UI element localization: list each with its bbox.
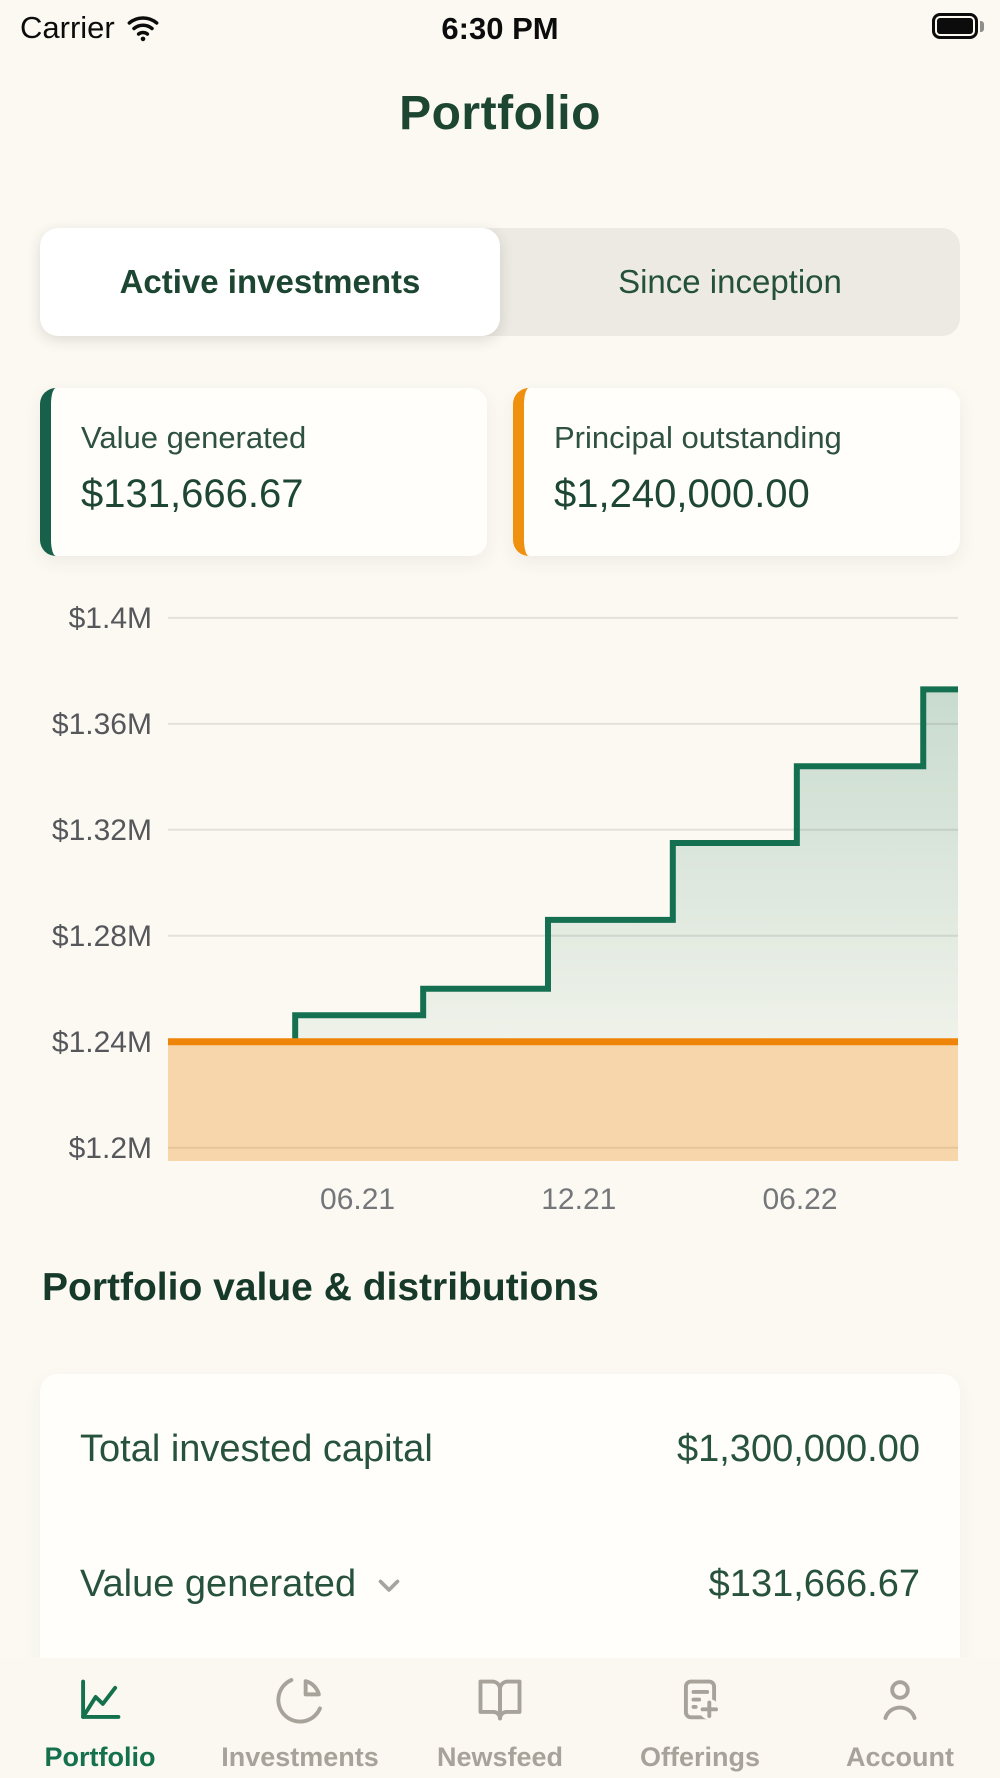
svg-text:$1.2M: $1.2M <box>69 1132 152 1165</box>
tab-item-portfolio[interactable]: Portfolio <box>0 1658 200 1778</box>
svg-text:06.22: 06.22 <box>762 1183 837 1216</box>
portfolio-value-chart: $1.2M $1.24M $1.28M $1.32M $1.36M $1.4M 06.21 1… <box>0 594 1000 1239</box>
tab-item-newsfeed[interactable]: Newsfeed <box>400 1658 600 1778</box>
svg-text:$1.28M: $1.28M <box>52 920 152 953</box>
carrier-label: Carrier <box>20 10 115 45</box>
segment-active-investments[interactable]: Active investments <box>40 228 500 336</box>
row-value: $131,666.67 <box>708 1563 920 1605</box>
page-title: Portfolio <box>399 87 601 140</box>
tab-label: Portfolio <box>44 1742 156 1772</box>
document-plus-icon <box>674 1674 726 1733</box>
row-label: Total invested capital <box>80 1428 433 1470</box>
tab-bar: Portfolio Investments Newsfeed <box>0 1658 1000 1778</box>
svg-text:12.21: 12.21 <box>541 1183 616 1216</box>
svg-text:$1.4M: $1.4M <box>69 602 152 635</box>
row-value: $1,300,000.00 <box>676 1428 920 1470</box>
tab-item-account[interactable]: Account <box>800 1658 1000 1778</box>
row-label: Value generated <box>80 1563 357 1605</box>
stat-cards-row: Value generated $131,666.67 Principal ou… <box>40 388 960 556</box>
chevron-down-icon[interactable] <box>372 1568 406 1602</box>
tab-label: Investments <box>221 1742 379 1772</box>
chart-line-icon <box>74 1674 126 1733</box>
tab-item-offerings[interactable]: Offerings <box>600 1658 800 1778</box>
summary-table-card: Total invested capital $1,300,000.00 Val… <box>40 1374 960 1678</box>
svg-text:$1.36M: $1.36M <box>52 708 152 741</box>
person-icon <box>874 1674 926 1733</box>
carrier-area: Carrier <box>20 10 161 46</box>
segment-since-inception[interactable]: Since inception <box>618 263 842 300</box>
status-time: 6:30 PM <box>441 11 559 46</box>
status-bar: Carrier 6:30 PM <box>0 0 1000 56</box>
principal-outstanding-card: Principal outstanding $1,240,000.00 <box>513 388 960 556</box>
tab-label: Newsfeed <box>436 1742 564 1772</box>
svg-text:06.21: 06.21 <box>320 1183 395 1216</box>
tab-label: Offerings <box>639 1742 760 1772</box>
stat-value: $1,240,000.00 <box>554 472 810 516</box>
table-row[interactable]: Value generated $131,666.67 <box>80 1471 920 1606</box>
book-open-icon <box>474 1674 526 1733</box>
stat-label: Value generated <box>81 420 307 455</box>
value-generated-card: Value generated $131,666.67 <box>40 388 487 556</box>
battery-icon <box>932 13 984 39</box>
wifi-icon <box>125 13 161 43</box>
svg-text:$1.24M: $1.24M <box>52 1026 152 1059</box>
tab-item-investments[interactable]: Investments <box>200 1658 400 1778</box>
tab-label: Account <box>846 1742 954 1772</box>
table-row: Total invested capital $1,300,000.00 <box>80 1374 920 1471</box>
svg-text:$1.32M: $1.32M <box>52 814 152 847</box>
pie-chart-icon <box>274 1674 326 1733</box>
period-segmented-control: Active investments Since inception <box>40 228 960 336</box>
stat-label: Principal outstanding <box>554 420 842 455</box>
stat-value: $131,666.67 <box>81 472 304 516</box>
chart-svg: $1.2M $1.24M $1.28M $1.32M $1.36M $1.4M 06.21 1… <box>52 602 958 1216</box>
section-heading: Portfolio value & distributions <box>42 1266 599 1309</box>
